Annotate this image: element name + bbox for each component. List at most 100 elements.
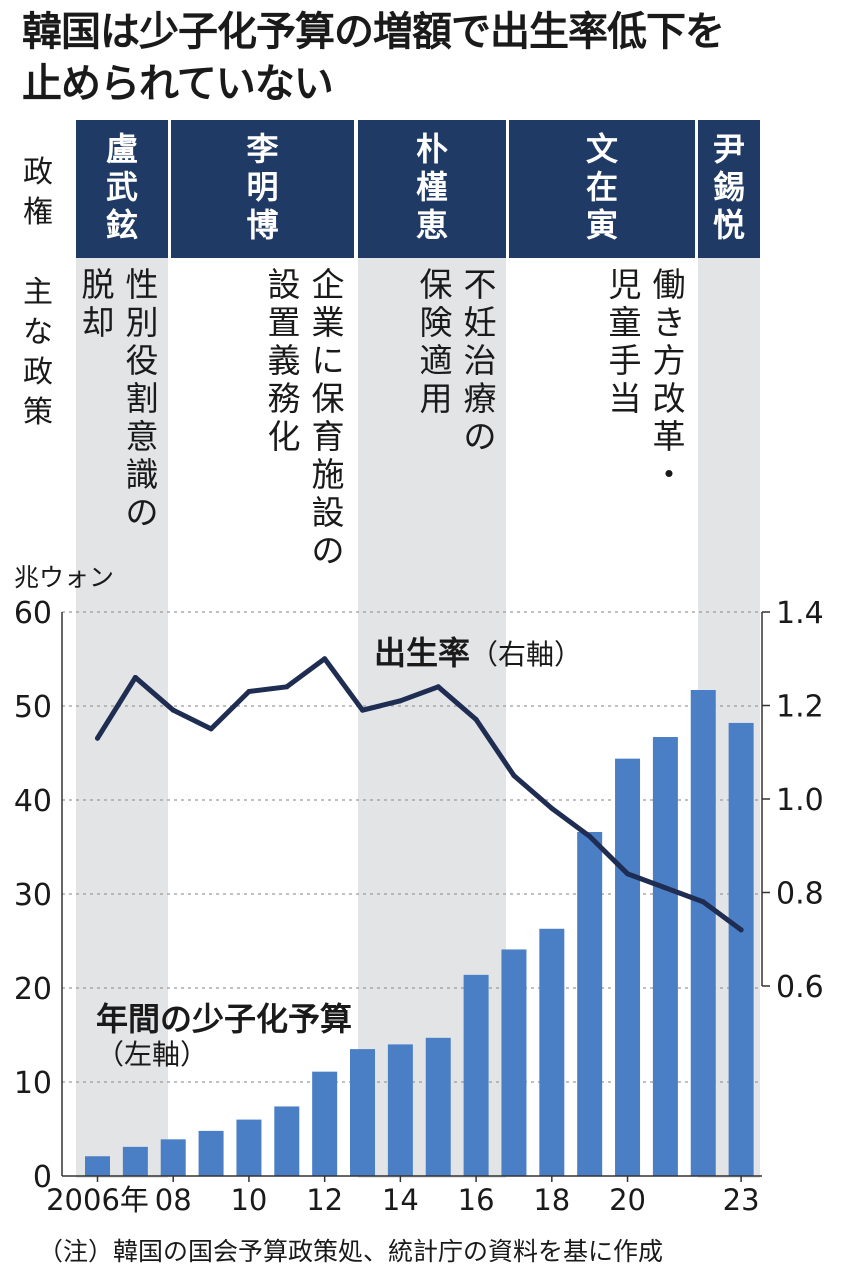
birthrate-point — [587, 833, 593, 839]
policy-text-char: 当 — [609, 379, 642, 418]
right-tick-label: 1.0 — [776, 783, 824, 818]
birthrate-point — [246, 688, 252, 694]
policy-text-char: 保 — [420, 265, 453, 304]
admin-name-char: 盧 — [106, 130, 138, 168]
policy-text-char: 治 — [464, 341, 497, 380]
budget-bar — [728, 722, 754, 1176]
policy-text-char: 手 — [609, 341, 642, 380]
policy-text-char: 意 — [126, 417, 159, 456]
policy-text-char: の — [312, 531, 345, 570]
policy-text-char: 義 — [268, 341, 301, 380]
policy-text-char: 脱 — [82, 265, 115, 304]
chart-title: 韓国は少子化予算の増額で出生率低下を 止められていない — [22, 6, 832, 110]
axes: 0 10 20 30 40 50 60 兆ウォン 0.6 0.8 1.0 1.2 1.4 2006年 08 1… — [14, 563, 824, 1217]
source-note: （注）韓国の国会予算政策処、統計庁の資料を基に作成 — [38, 1237, 664, 1266]
admin-band — [76, 120, 168, 1178]
x-tick-label: 23 — [723, 1183, 760, 1217]
policy-text-char: 適 — [420, 341, 453, 380]
left-tick-label: 30 — [14, 878, 52, 913]
right-tick-label: 0.6 — [776, 970, 824, 1005]
budget-bar — [387, 1044, 413, 1176]
admin-header-box — [76, 120, 168, 258]
policy-texts: 性別役割意識の脱却企業に保育施設の設置義務化不妊治療の保険適用働き方改革・児童手… — [82, 265, 686, 570]
x-tick-label: 10 — [230, 1183, 267, 1217]
admin-name-char: 尹 — [713, 130, 745, 168]
chart-title-line-2: 止められていない — [22, 61, 334, 107]
policy-text-char: に — [312, 341, 345, 380]
policy-text-char: 割 — [126, 379, 159, 418]
budget-bar — [274, 1106, 300, 1176]
admin-name-char: 鉉 — [106, 206, 138, 244]
admin-header-box — [698, 120, 760, 258]
budget-series-label: 年間の少子化予算 — [96, 1000, 352, 1038]
policy-text-char: 別 — [126, 303, 159, 342]
budget-bars — [85, 690, 754, 1176]
budget-bar — [160, 1139, 186, 1176]
policy-text-char: 方 — [653, 341, 686, 380]
birthrate-point — [473, 717, 479, 723]
policy-text-char: 保 — [312, 379, 345, 418]
row-label-government-char: 権 — [23, 195, 53, 230]
policy-text-char: 妊 — [464, 303, 497, 342]
admin-header-box — [171, 120, 354, 258]
policy-text-char: 児 — [609, 265, 642, 304]
birthrate-point — [95, 735, 100, 741]
right-tick-label: 1.2 — [776, 690, 824, 725]
row-label-policy-char: な — [23, 315, 53, 350]
series-labels: 出生率（右軸） 年間の少子化予算（左軸） — [96, 634, 582, 1071]
admin-name-char: 李 — [246, 130, 278, 168]
policy-text-char: の — [464, 417, 497, 456]
policy-text-char: 療 — [464, 379, 497, 418]
x-tick-label: 08 — [155, 1183, 192, 1217]
policy-text-char: 業 — [312, 303, 345, 342]
budget-bar — [501, 949, 527, 1176]
row-label-policy-char: 主 — [23, 275, 53, 310]
left-tick-label: 20 — [14, 972, 52, 1007]
budget-bar — [85, 1156, 110, 1176]
budget-series-axis-note: （左軸） — [96, 1038, 208, 1071]
policy-text-char: 童 — [609, 303, 642, 342]
left-tick-label: 50 — [14, 690, 52, 725]
policy-text-char: 識 — [126, 455, 159, 494]
policy-text-char: 育 — [312, 417, 345, 456]
right-tick-label: 0.8 — [776, 877, 824, 912]
row-label-policy-char: 策 — [23, 395, 53, 430]
budget-bar — [652, 737, 678, 1176]
x-tick-label: 2006年 — [46, 1183, 149, 1217]
x-tick-label: 20 — [609, 1183, 646, 1217]
budget-bar — [615, 758, 641, 1176]
policy-text-char: 務 — [268, 379, 301, 418]
budget-bar — [236, 1119, 262, 1176]
policy-text-char: 却 — [82, 303, 115, 342]
admin-name-char: 槿 — [416, 168, 448, 206]
birthrate-point — [700, 899, 706, 905]
policy-text-char: 働 — [653, 265, 686, 304]
policy-text-char: 役 — [126, 341, 159, 380]
admin-header-box — [509, 120, 695, 258]
admin-name-char: 明 — [246, 168, 278, 206]
policy-text-char: 化 — [268, 417, 301, 456]
policy-text-char: ・ — [653, 455, 686, 494]
administration-headers: 盧武鉉 李明博 朴槿恵 文在寅 尹錫悦 — [76, 120, 760, 258]
left-axis-unit: 兆ウォン — [14, 563, 114, 592]
admin-name-char: 朴 — [416, 130, 448, 168]
left-tick-label: 60 — [14, 596, 52, 631]
row-label-policy-char: 政 — [23, 355, 53, 390]
policy-text-char: 不 — [464, 265, 497, 304]
birthrate-point — [208, 726, 214, 732]
admin-name-char: 博 — [246, 206, 278, 244]
birthrate-point — [284, 684, 290, 690]
admin-name-char: 寅 — [586, 206, 618, 244]
admin-name-char: 悦 — [713, 206, 745, 244]
row-label-government-char: 政 — [23, 155, 53, 190]
policy-text-char: き — [653, 303, 686, 342]
policy-text-char: 施 — [312, 455, 345, 494]
budget-bar — [577, 831, 603, 1176]
left-tick-label: 0 — [33, 1160, 52, 1195]
x-tick-label: 18 — [533, 1183, 570, 1217]
budget-bar — [350, 1049, 376, 1176]
birthrate-point — [360, 707, 366, 713]
admin-name-char: 錫 — [713, 168, 745, 206]
birthrate-series-label: 出生率（右軸） — [374, 634, 582, 672]
